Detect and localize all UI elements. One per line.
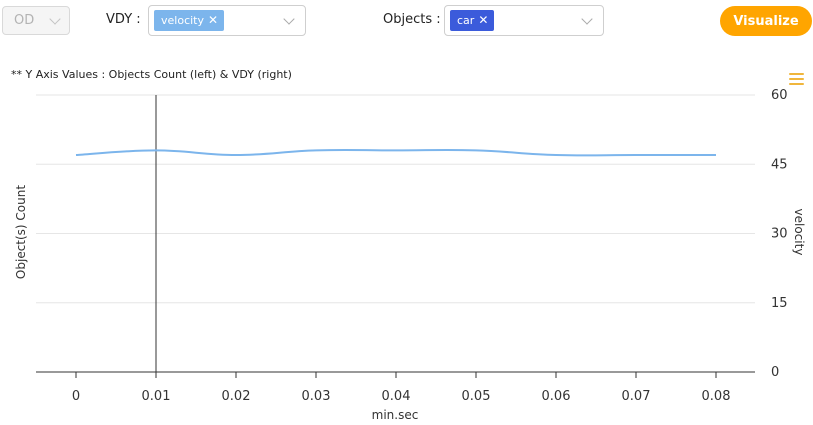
x-tick-label: 0 [72, 389, 80, 404]
right-y-axis-title: velocity [792, 209, 806, 256]
right-y-tick-label: 45 [771, 157, 788, 172]
right-y-tick-label: 30 [771, 227, 788, 242]
objects-multiselect[interactable]: car ✕ [444, 5, 604, 36]
vdy-label: VDY : [106, 12, 141, 27]
vdy-multiselect[interactable]: velocity ✕ [148, 5, 306, 36]
objects-tag: car ✕ [450, 10, 495, 31]
close-icon[interactable]: ✕ [208, 13, 219, 27]
objects-tag-label: car [457, 14, 475, 27]
od-select-value: OD [14, 13, 35, 28]
left-y-axis-title: Object(s) Count [14, 185, 28, 279]
y-axis-note: ** Y Axis Values : Objects Count (left) … [11, 68, 292, 81]
right-y-tick-label: 15 [771, 296, 788, 311]
hamburger-menu-icon[interactable] [789, 73, 804, 86]
x-tick-label: 0.03 [302, 389, 331, 404]
objects-label: Objects : [383, 12, 441, 27]
series-line-velocity [75, 148, 716, 157]
x-tick-label: 0.04 [382, 389, 411, 404]
x-axis-title: min.sec [372, 408, 419, 422]
right-y-tick-label: 0 [771, 365, 779, 380]
od-select[interactable]: OD [2, 6, 70, 35]
x-tick-label: 0.01 [142, 389, 171, 404]
close-icon[interactable]: ✕ [478, 13, 489, 27]
right-y-tick-label: 60 [771, 88, 788, 103]
x-tick-label: 0.02 [222, 389, 251, 404]
vdy-tag-label: velocity [161, 14, 204, 27]
x-tick-label: 0.06 [542, 389, 571, 404]
x-tick-label: 0.05 [462, 389, 491, 404]
visualize-button[interactable]: Visualize [720, 6, 812, 36]
vdy-tag: velocity ✕ [154, 10, 225, 31]
x-tick-label: 0.07 [622, 389, 651, 404]
x-tick-label: 0.08 [702, 389, 731, 404]
